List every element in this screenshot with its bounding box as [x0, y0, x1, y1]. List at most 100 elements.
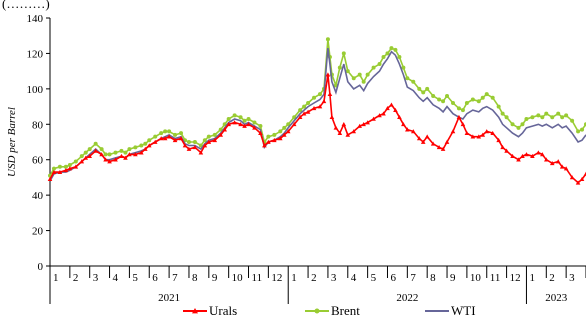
data-point-brent: [153, 134, 158, 139]
data-point-urals: [430, 141, 436, 146]
data-point-urals: [252, 125, 257, 130]
data-point-brent: [580, 127, 585, 132]
data-point-urals: [476, 134, 482, 139]
x-month-label: 10: [232, 272, 244, 284]
data-point-urals: [152, 139, 158, 144]
legend-marker-brent: [314, 308, 320, 314]
data-point-urals: [182, 143, 188, 148]
x-month-label: 4: [113, 272, 119, 284]
x-month-label: 7: [410, 272, 416, 284]
y-tick-label: 120: [27, 48, 44, 60]
data-point-urals: [238, 121, 243, 127]
data-point-brent: [306, 101, 311, 106]
series-urals: [47, 72, 586, 185]
legend-label-brent: Brent: [331, 303, 360, 318]
data-point-urals: [232, 120, 237, 125]
data-point-brent: [99, 147, 104, 152]
y-tick-label: 40: [32, 190, 44, 202]
x-month-label: 11: [490, 272, 501, 284]
data-point-brent: [212, 132, 217, 137]
data-point-urals: [327, 91, 333, 97]
legend-label-wti: WTI: [451, 303, 476, 318]
y-axis-label: USD per Barrel: [6, 107, 18, 177]
data-point-brent: [520, 122, 525, 127]
data-point-urals: [73, 164, 79, 169]
data-point-brent: [484, 92, 489, 97]
data-point-brent: [226, 116, 231, 121]
data-point-urals: [563, 166, 569, 171]
data-point-urals: [311, 106, 317, 111]
data-point-urals: [530, 153, 535, 159]
data-point-brent: [345, 69, 350, 74]
data-point-urals: [57, 169, 63, 174]
data-point-urals: [341, 121, 347, 127]
data-point-brent: [536, 113, 541, 118]
data-point-urals: [450, 129, 456, 134]
data-point-urals: [549, 160, 555, 166]
data-point-brent: [87, 147, 92, 152]
data-point-urals: [490, 130, 495, 135]
data-point-urals: [444, 139, 450, 144]
data-point-urals: [524, 152, 529, 157]
data-point-urals: [206, 139, 212, 144]
data-point-urals: [158, 136, 164, 141]
data-point-urals: [337, 130, 343, 135]
data-point-urals: [365, 120, 370, 125]
data-point-brent: [556, 111, 561, 116]
data-point-brent: [405, 76, 410, 81]
data-point-brent: [83, 150, 88, 155]
y-axis: 0 20 40 60 80 100 120 140: [27, 13, 51, 273]
data-point-brent: [103, 152, 108, 157]
data-point-brent: [504, 115, 509, 120]
data-point-urals: [504, 148, 509, 153]
data-point-urals: [361, 121, 366, 127]
data-point-brent: [540, 115, 545, 120]
data-point-urals: [266, 139, 271, 144]
data-point-urals: [484, 129, 490, 134]
data-point-urals: [103, 157, 108, 162]
data-point-urals: [410, 129, 416, 134]
data-point-urals: [246, 121, 251, 127]
x-month-label: 12: [271, 272, 282, 284]
data-point-brent: [139, 143, 144, 148]
data-point-brent: [401, 65, 406, 70]
data-point-brent: [286, 122, 291, 127]
data-point-brent: [480, 95, 485, 100]
data-point-brent: [67, 163, 72, 168]
data-point-urals: [172, 137, 178, 143]
data-point-urals: [540, 152, 545, 157]
data-point-brent: [278, 129, 283, 134]
data-point-urals: [575, 180, 581, 185]
data-point-urals: [500, 145, 505, 150]
data-point-urals: [377, 113, 382, 118]
data-point-brent: [337, 65, 342, 70]
data-point-urals: [123, 155, 128, 160]
data-point-brent: [51, 166, 56, 171]
data-point-urals: [186, 146, 192, 151]
data-point-urals: [218, 132, 224, 137]
data-point-brent: [550, 115, 555, 120]
x-month-label: 3: [331, 272, 337, 284]
data-point-urals: [470, 134, 476, 139]
data-point-urals: [119, 153, 124, 159]
data-point-brent: [460, 108, 465, 113]
data-point-urals: [351, 129, 357, 134]
legend-label-urals: Urals: [209, 303, 237, 318]
data-point-brent: [79, 154, 84, 159]
data-point-urals: [258, 130, 263, 135]
x-month-label: 3: [93, 272, 99, 284]
data-point-urals: [281, 132, 287, 137]
x-year-label: 2023: [545, 292, 568, 304]
data-point-brent: [302, 104, 307, 109]
data-point-brent: [93, 141, 98, 146]
data-point-brent: [456, 106, 461, 111]
x-month-label: 9: [212, 272, 218, 284]
data-point-brent: [560, 115, 565, 120]
data-point-urals: [583, 171, 586, 176]
data-point-brent: [524, 116, 529, 121]
data-point-urals: [460, 121, 466, 127]
y-tick-label: 20: [32, 226, 44, 238]
data-point-brent: [564, 113, 569, 118]
